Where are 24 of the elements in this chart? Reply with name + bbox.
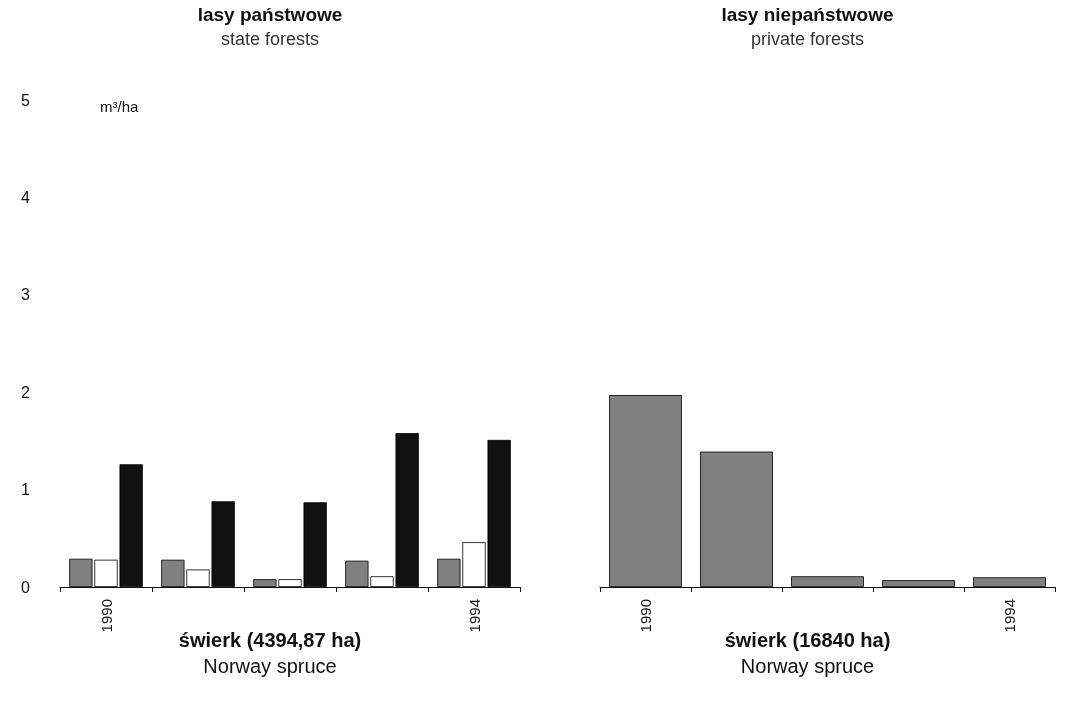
chart-title: lasy państwowe — [197, 4, 343, 25]
y-tick-label: 3 — [21, 286, 31, 304]
x-tick-label: 1990 — [97, 599, 115, 633]
bar — [973, 577, 1046, 587]
y-tick-label: 4 — [21, 188, 31, 206]
chart-title: lasy niepaństwowe — [721, 4, 894, 25]
bar — [791, 576, 864, 587]
y-tick-label: 2 — [21, 383, 31, 401]
y-tick-label: 1 — [21, 481, 31, 499]
text: Norway spruce — [740, 655, 875, 677]
y-tick-label: 5 — [21, 91, 31, 109]
x-tick-label: 1994 — [465, 599, 483, 633]
bar — [700, 451, 773, 587]
x-axis-title: świerk (4394,87 ha) — [178, 629, 362, 651]
x-tick-label: 1990 — [637, 599, 654, 633]
chart-subtitle: private forests — [750, 29, 865, 49]
bar — [609, 395, 682, 587]
chart-subtitle: state forests — [220, 29, 320, 49]
x-tick-label: 1994 — [1001, 599, 1018, 633]
y-tick-label: 0 — [21, 578, 31, 596]
text: Norway spruce — [203, 655, 337, 677]
y-axis-title: m³/ha — [100, 98, 139, 115]
x-axis-title: świerk (16840 ha) — [724, 629, 891, 651]
bar — [882, 580, 955, 587]
